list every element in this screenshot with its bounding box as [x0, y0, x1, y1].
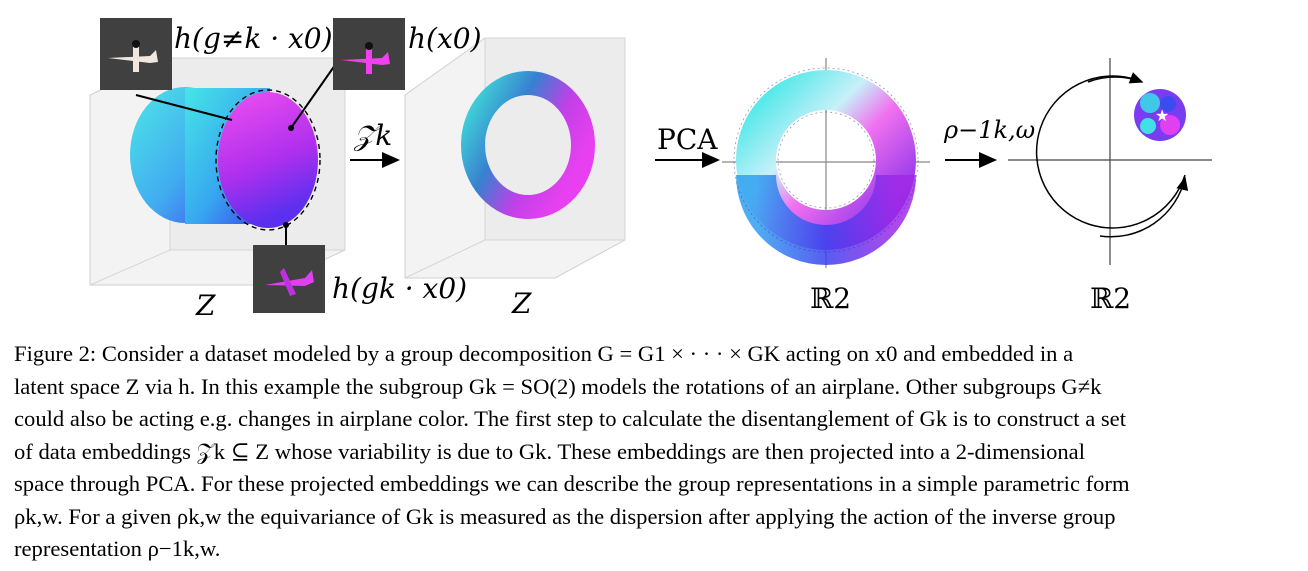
caption-line-4: of data embeddings 𝒵k ⊆ Z whose variabil… [14, 438, 1085, 464]
label-h-x0: h(x0) [408, 22, 482, 55]
inverse-action-plot: ★ [1008, 58, 1212, 265]
label-z-middle: Z [512, 287, 532, 320]
figure-2: ★ h(g≠k · x0) h(x0) h(gk · x0) Z Z 𝒵k PC… [89, 18, 1212, 322]
thumbnail-gk [253, 245, 325, 313]
caption-line-2: latent space Z via h. In this example th… [14, 373, 1102, 399]
latent-box-middle [404, 37, 626, 279]
thumbnail-x0 [333, 18, 405, 90]
label-z-left: Z [196, 289, 216, 322]
label-h-gk: h(gk · x0) [332, 272, 468, 305]
label-arrow-zk: 𝒵k [354, 119, 393, 152]
caption-line-7: representation ρ−1k,w. [14, 536, 221, 561]
label-r2-left: ℝ2 [810, 282, 852, 315]
pca-scatter [722, 58, 930, 268]
latent-box-left [89, 57, 346, 286]
caption-line-1: Figure 2: Consider a dataset modeled by … [14, 341, 1074, 366]
figure-graphics: ★ [89, 18, 1212, 313]
thumbnail-g-neq-k [100, 18, 172, 90]
svg-text:★: ★ [1155, 106, 1169, 125]
label-arrow-pca: PCA [657, 123, 718, 156]
label-arrow-rho-inverse: ρ−1k,ω [944, 116, 1036, 144]
caption-line-3: could also be acting e.g. changes in air… [14, 406, 1126, 431]
caption-line-6: ρk,w. For a given ρk,w the equivariance … [14, 503, 1116, 529]
figure-caption: Figure 2: Consider a dataset modeled by … [14, 338, 1294, 566]
label-h-g-neq-k: h(g≠k · x0) [174, 22, 333, 55]
label-r2-right: ℝ2 [1090, 282, 1132, 315]
caption-line-5: space through PCA. For these projected e… [14, 471, 1130, 496]
